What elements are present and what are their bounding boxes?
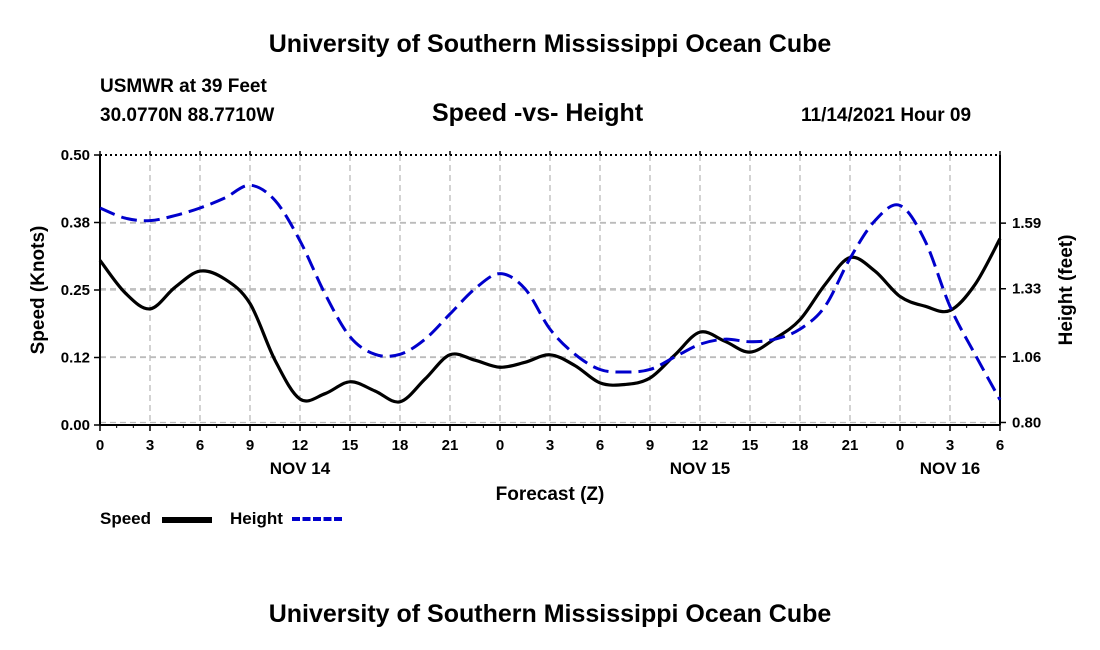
y2-tick-label: 0.80: [1012, 414, 1041, 431]
footer-title: University of Southern Mississippi Ocean…: [268, 600, 832, 628]
x-tick-label: 0: [496, 437, 504, 454]
x-tick-label: 9: [246, 437, 254, 454]
y-tick-label: 0.38: [61, 215, 90, 232]
legend-speed-swatch: [162, 517, 212, 523]
legend-height-label: Height: [230, 509, 283, 528]
x-tick-label: 18: [392, 437, 409, 454]
station-coordinates: 30.0770N 88.7710W: [100, 105, 275, 126]
y-tick-label: 0.12: [61, 350, 90, 367]
x-tick-label: 15: [742, 437, 759, 454]
legend-height-swatch: [292, 517, 342, 521]
x-tick-label: 6: [996, 437, 1004, 454]
x-tick-label: 21: [442, 437, 459, 454]
height-series-line: [99, 183, 1002, 401]
y2-tick-label: 1.06: [1012, 349, 1041, 366]
y-axis-label: Speed (Knots): [28, 226, 49, 355]
y2-tick-label: 1.59: [1012, 215, 1041, 232]
chart-subtitle: Speed -vs- Height: [432, 99, 644, 127]
x-tick-label: 0: [896, 437, 904, 454]
speed-height-chart: 0 3 6 9 12 15 18 21 0 3 6 9 12 15 18 21 0 3 6 NOV 14 NOV 15 N…: [28, 147, 1077, 505]
legend-speed-label: Speed: [100, 509, 152, 528]
x-tick-label: 12: [692, 437, 709, 454]
x-tick-label: 6: [596, 437, 604, 454]
chart-timestamp: 11/14/2021 Hour 09: [801, 105, 972, 126]
x-tick-label: 3: [546, 437, 554, 454]
y-tick-label: 0.00: [61, 417, 90, 434]
x-date-label: NOV 15: [670, 459, 730, 478]
chart-series: [98, 183, 1002, 404]
page-title: University of Southern Mississippi Ocean…: [268, 30, 832, 58]
chart-axes: 0 3 6 9 12 15 18 21 0 3 6 9 12 15 18 21 0 3 6 NOV 14 NOV 15 N…: [61, 147, 1041, 478]
chart-labels: Forecast (Z) Speed (Knots) Height (feet): [28, 226, 1077, 505]
x-axis-label: Forecast (Z): [496, 484, 605, 505]
x-tick-label: 6: [196, 437, 204, 454]
x-date-label: NOV 14: [270, 459, 331, 478]
x-tick-label: 12: [292, 437, 309, 454]
y2-tick-label: 1.33: [1012, 281, 1041, 298]
x-tick-label: 3: [146, 437, 154, 454]
chart-grid: [100, 155, 1000, 425]
station-label: USMWR at 39 Feet: [100, 76, 267, 97]
x-tick-label: 18: [792, 437, 809, 454]
x-tick-label: 3: [946, 437, 954, 454]
x-tick-label: 15: [342, 437, 359, 454]
x-tick-label: 21: [842, 437, 859, 454]
y-tick-label: 0.50: [61, 147, 90, 164]
y2-axis-label: Height (feet): [1056, 235, 1077, 346]
x-tick-label: 0: [96, 437, 104, 454]
x-tick-label: 9: [646, 437, 654, 454]
y-tick-label: 0.25: [61, 282, 90, 299]
x-date-label: NOV 16: [920, 459, 980, 478]
